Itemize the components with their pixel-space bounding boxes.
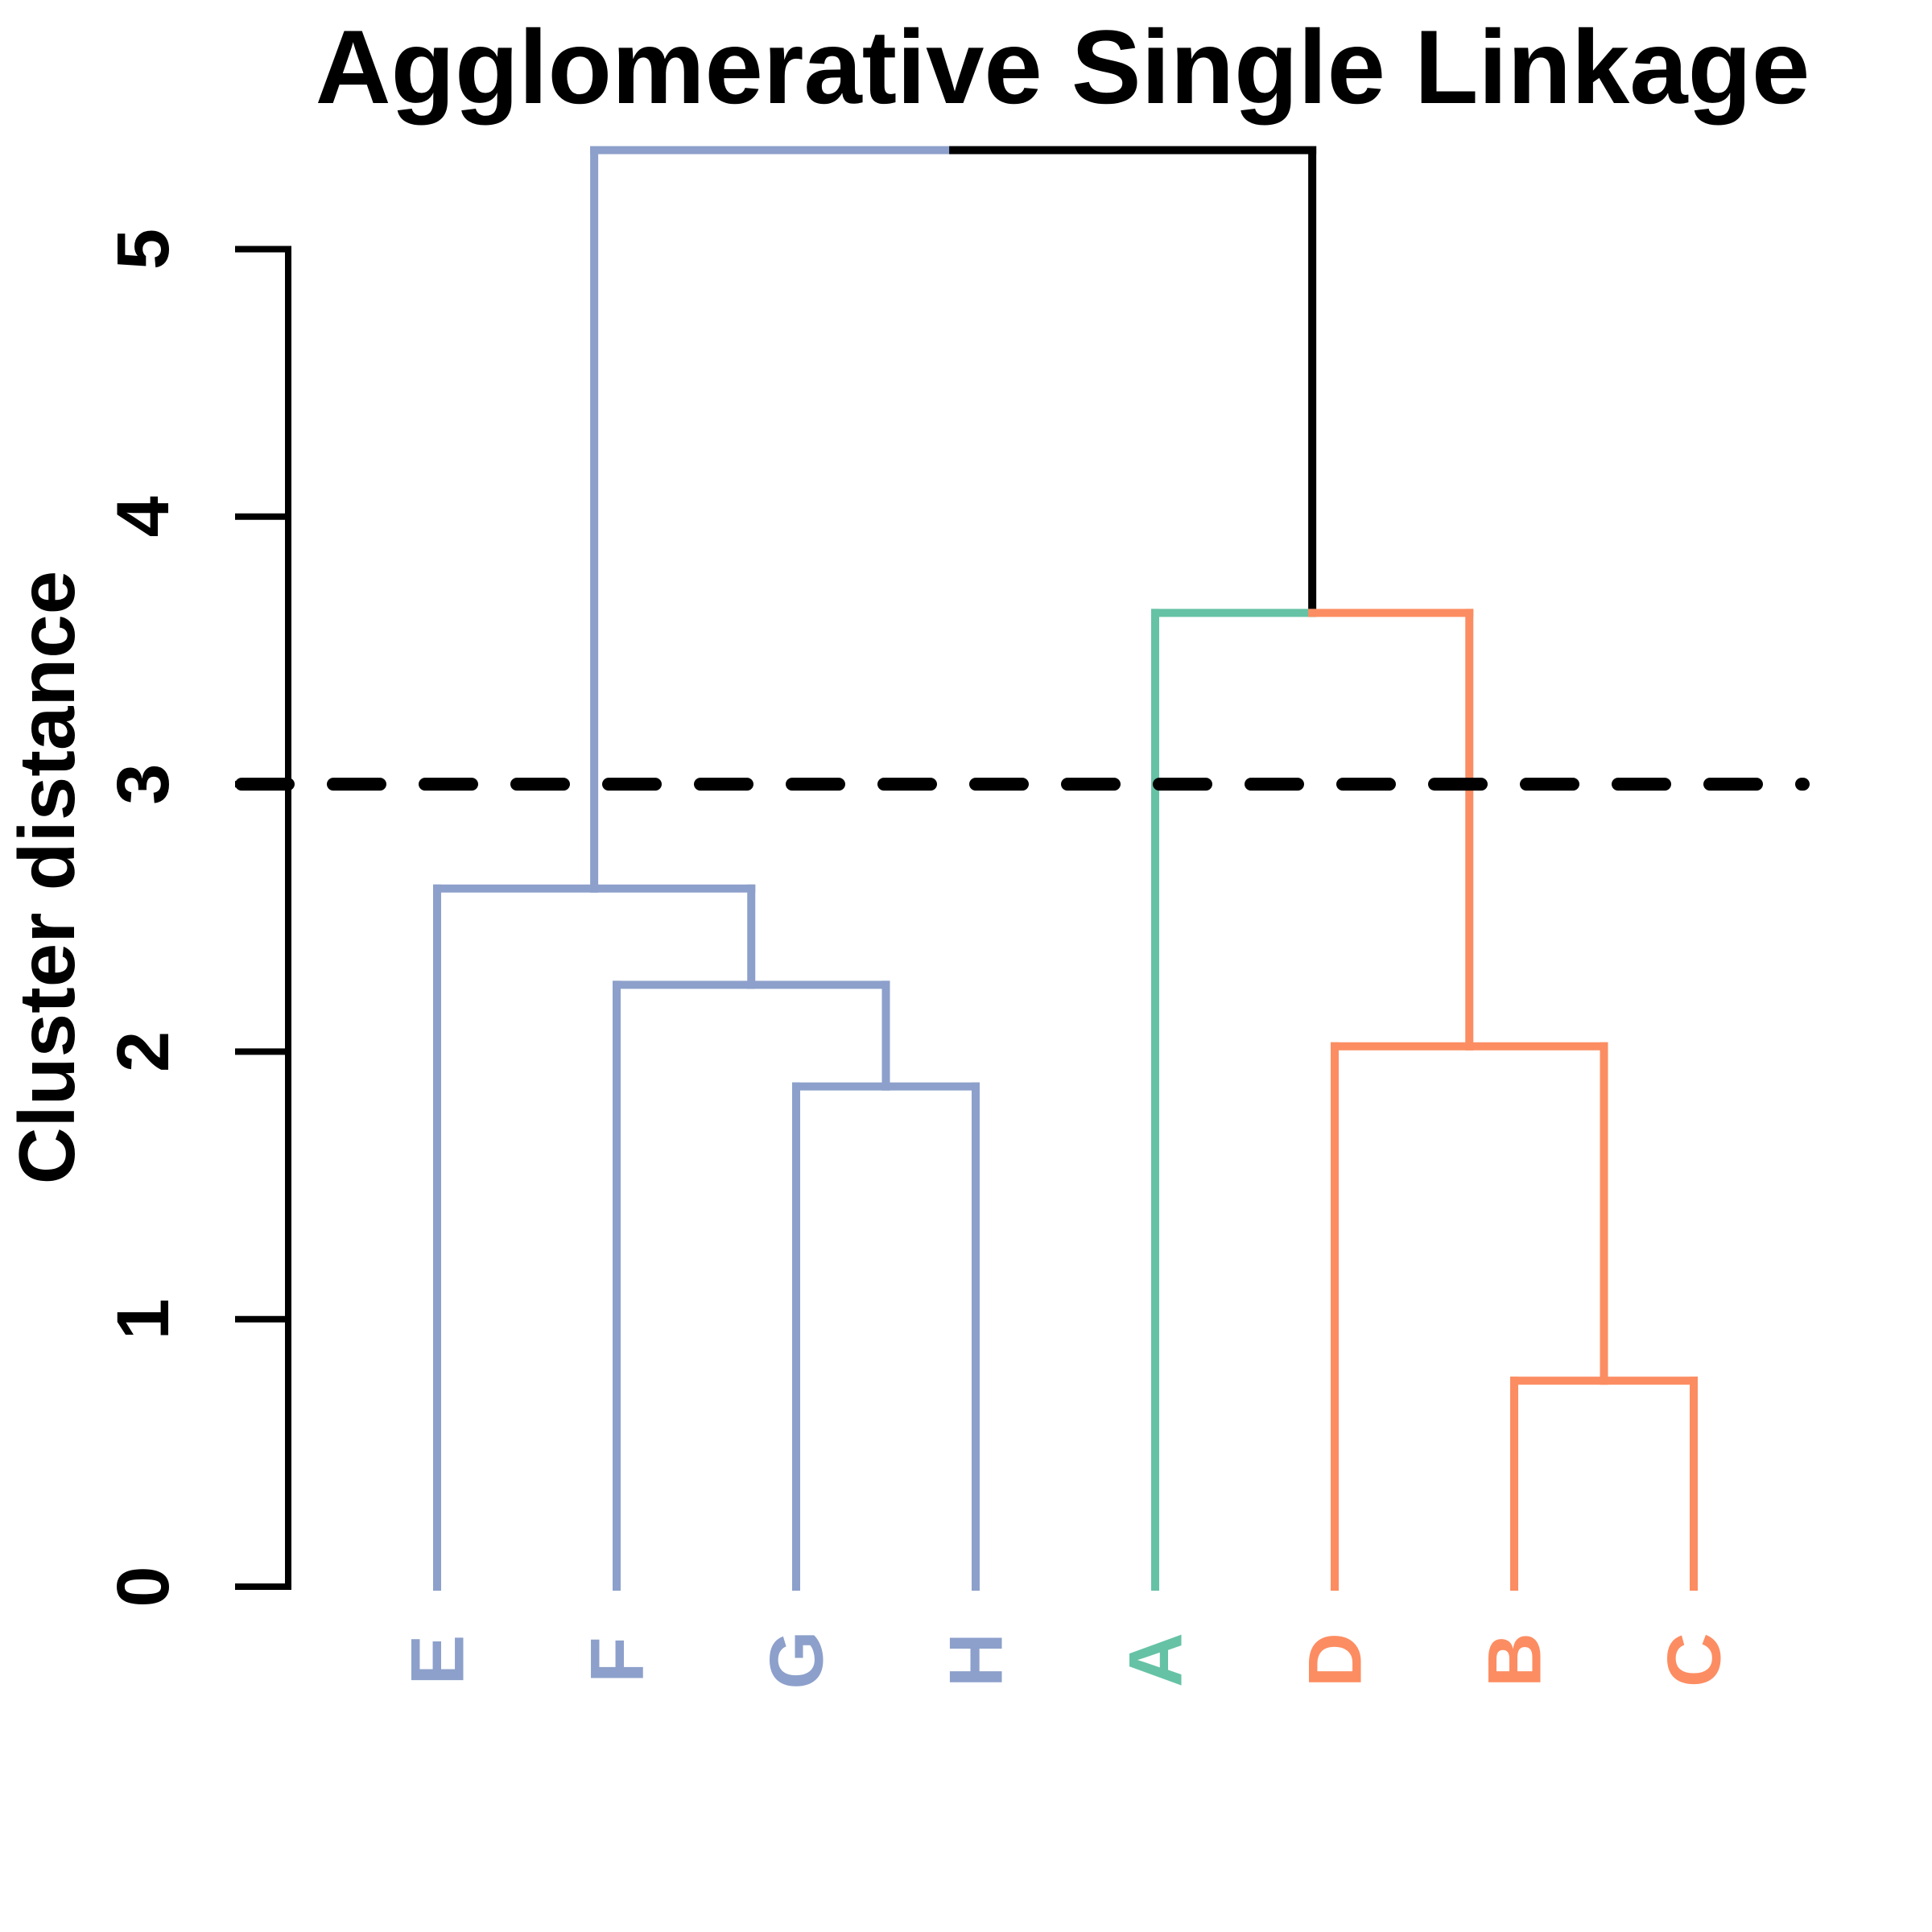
leaf-label-C: C xyxy=(1652,1633,1736,1687)
leaf-label-A: A xyxy=(1113,1633,1198,1687)
leaf-label-B: B xyxy=(1472,1633,1557,1687)
leaf-label-F: F xyxy=(575,1637,659,1682)
y-axis-tick-label: 2 xyxy=(102,1031,184,1072)
y-axis-tick-label: 4 xyxy=(102,496,184,537)
y-axis-tick-label: 1 xyxy=(102,1298,184,1340)
leaf-label-D: D xyxy=(1293,1633,1377,1687)
y-axis-tick-label: 5 xyxy=(102,229,184,270)
leaf-label-H: H xyxy=(934,1633,1018,1687)
chart-title: Agglomerative Single Linkage xyxy=(315,8,1810,126)
y-axis-tick-label: 0 xyxy=(102,1566,184,1607)
leaf-label-E: E xyxy=(395,1635,480,1686)
y-axis-tick-label: 3 xyxy=(102,764,184,805)
leaf-label-G: G xyxy=(754,1630,839,1689)
